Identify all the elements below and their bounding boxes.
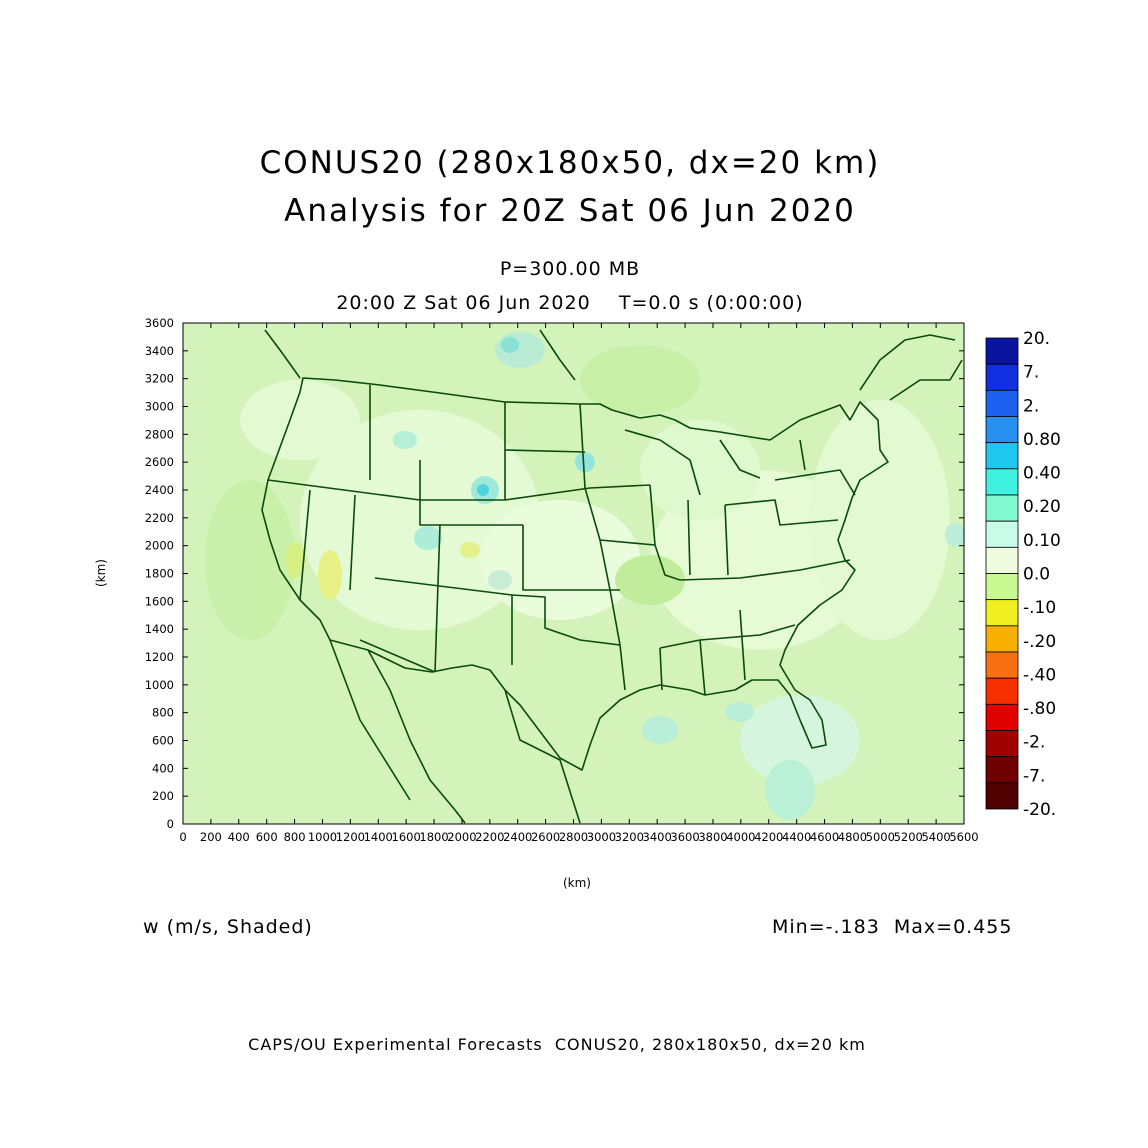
colorbar-swatch <box>985 625 1019 653</box>
colorbar-label: 0.80 <box>1023 430 1061 450</box>
y-axis-label: (km) <box>94 559 108 587</box>
valid-time-label: 20:00 Z Sat 06 Jun 2020 T=0.0 s (0:00:00… <box>336 292 804 314</box>
colorbar-swatch <box>985 442 1019 470</box>
x-tick-label: 0 <box>179 830 186 844</box>
y-tick-label: 2800 <box>145 427 174 441</box>
x-tick-label: 2400 <box>503 830 532 844</box>
x-tick-label: 1200 <box>336 830 365 844</box>
x-tick-label: 5400 <box>921 830 950 844</box>
colorbar-swatch <box>985 468 1019 496</box>
mexico-coast <box>329 639 411 801</box>
y-tick-label: 1000 <box>145 678 174 692</box>
x-tick-label: 1600 <box>392 830 421 844</box>
colorbar-label: -.40 <box>1023 665 1056 685</box>
colorbar-label: 0.10 <box>1023 531 1061 551</box>
x-tick-label: 200 <box>200 830 222 844</box>
y-tick-label: 400 <box>152 761 174 775</box>
colorbar-swatch <box>985 494 1019 522</box>
y-tick-label: 800 <box>152 706 174 720</box>
colorbar-label: 0.20 <box>1023 497 1061 517</box>
x-tick-label: 4000 <box>726 830 755 844</box>
colorbar-label: 7. <box>1023 363 1039 383</box>
x-tick-label: 5600 <box>949 830 978 844</box>
colorbar-label: -.20 <box>1023 632 1056 652</box>
us-outline <box>261 377 889 771</box>
x-tick-label: 3000 <box>587 830 616 844</box>
colorbar-label: 0.40 <box>1023 464 1061 484</box>
y-axis: 0 200 400 600 800 1000 1200 1400 1600 1800 2000 220… <box>145 316 964 831</box>
y-tick-label: 2600 <box>145 455 174 469</box>
colorbar-swatch <box>985 573 1019 601</box>
y-tick-label: 600 <box>152 734 174 748</box>
colorbar-swatch <box>985 546 1019 574</box>
x-tick-label: 3200 <box>615 830 644 844</box>
x-tick-label: 4400 <box>782 830 811 844</box>
pressure-level-label: P=300.00 MB <box>499 258 641 280</box>
plot-title-line1: CONUS20 (280x180x50, dx=20 km) <box>259 145 881 181</box>
canada-coast <box>264 329 301 379</box>
colorbar-swatch <box>985 651 1019 679</box>
colorbar-label: -.80 <box>1023 699 1056 719</box>
x-tick-label: 3600 <box>670 830 699 844</box>
colorbar-label: -.10 <box>1023 598 1056 618</box>
colorbar-swatch <box>985 520 1019 548</box>
min-max-label: Min=-.183 Max=0.455 <box>772 916 1013 938</box>
y-tick-label: 2000 <box>145 539 174 553</box>
y-tick-label: 1400 <box>145 622 174 636</box>
x-tick-label: 2600 <box>531 830 560 844</box>
colorbar-swatch <box>985 730 1019 758</box>
x-tick-label: 1400 <box>364 830 393 844</box>
colorbar: 20. 7. 2. 0.80 0.40 0.20 0.10 0.0 -.10 -.20 -.40 -.… <box>985 329 1061 820</box>
y-tick-label: 2200 <box>145 511 174 525</box>
x-tick-label: 4800 <box>838 830 867 844</box>
boundaries <box>261 329 963 824</box>
variable-label: w (m/s, Shaded) <box>143 916 313 938</box>
x-tick-label: 1800 <box>419 830 448 844</box>
colorbar-swatch <box>985 703 1019 731</box>
colorbar-label: 0.0 <box>1023 565 1050 585</box>
y-tick-label: 200 <box>152 789 174 803</box>
map-panel: 0 200 400 600 800 100012001400160018002000220… <box>94 316 979 890</box>
colorbar-swatch <box>985 599 1019 627</box>
colorbar-label: -20. <box>1023 800 1056 820</box>
x-tick-label: 2000 <box>447 830 476 844</box>
x-tick-label: 800 <box>284 830 306 844</box>
x-tick-label: 4600 <box>810 830 839 844</box>
x-tick-label: 2800 <box>559 830 588 844</box>
colorbar-swatch <box>985 782 1019 810</box>
colorbar-label: -7. <box>1023 766 1045 786</box>
x-tick-label: 4200 <box>754 830 783 844</box>
x-tick-label: 3800 <box>698 830 727 844</box>
colorbar-label: 20. <box>1023 329 1050 349</box>
footer-credit: CAPS/OU Experimental Forecasts CONUS20, … <box>248 1035 866 1054</box>
y-tick-label: 0 <box>167 817 174 831</box>
colorbar-swatch <box>985 389 1019 417</box>
colorbar-label: 2. <box>1023 396 1039 416</box>
x-tick-label: 600 <box>256 830 278 844</box>
plot-title-line2: Analysis for 20Z Sat 06 Jun 2020 <box>284 193 856 229</box>
colorbar-swatch <box>985 363 1019 391</box>
x-tick-label: 400 <box>228 830 250 844</box>
y-tick-label: 2400 <box>145 483 174 497</box>
colorbar-swatch <box>985 677 1019 705</box>
colorbar-swatch <box>985 337 1019 365</box>
y-tick-label: 1200 <box>145 650 174 664</box>
x-tick-label: 3400 <box>643 830 672 844</box>
colorbar-label: -2. <box>1023 733 1045 753</box>
y-tick-label: 3600 <box>145 316 174 330</box>
colorbar-swatch <box>985 756 1019 784</box>
x-tick-label: 1000 <box>308 830 337 844</box>
x-tick-label: 5200 <box>894 830 923 844</box>
y-tick-label: 1600 <box>145 594 174 608</box>
colorbar-swatch <box>985 416 1019 444</box>
x-axis-label: (km) <box>563 876 591 890</box>
y-tick-label: 3000 <box>145 400 174 414</box>
x-tick-label: 2200 <box>475 830 504 844</box>
y-tick-label: 3400 <box>145 344 174 358</box>
y-tick-label: 1800 <box>145 567 174 581</box>
x-axis: 0 200 400 600 800 100012001400160018002000220… <box>179 323 979 844</box>
y-tick-label: 3200 <box>145 372 174 386</box>
x-tick-label: 5000 <box>866 830 895 844</box>
